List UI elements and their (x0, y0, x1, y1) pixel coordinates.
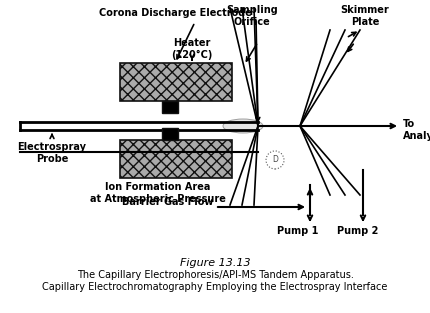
Text: Electrospray
Probe: Electrospray Probe (18, 142, 86, 164)
Bar (120, 63, 231, 101)
Text: Barrier Gas Flow: Barrier Gas Flow (122, 197, 213, 207)
Text: D: D (271, 156, 277, 165)
Bar (162, 128, 178, 140)
Text: Capillary Electrochromatography Employing the Electrospray Interface: Capillary Electrochromatography Employin… (42, 282, 387, 292)
Text: The Capillary Electrophoresis/API-MS Tandem Apparatus.: The Capillary Electrophoresis/API-MS Tan… (77, 270, 353, 280)
Text: Pump 1: Pump 1 (276, 226, 318, 236)
Bar (120, 140, 231, 178)
Text: Ion Formation Area
at Atmospheric Pressure: Ion Formation Area at Atmospheric Pressu… (90, 182, 225, 203)
Text: Corona Discharge Electrode: Corona Discharge Electrode (98, 8, 251, 18)
Text: Pump 2: Pump 2 (337, 226, 378, 236)
Ellipse shape (222, 119, 262, 133)
Text: To
Analyzer: To Analyzer (402, 119, 430, 141)
Bar (162, 101, 178, 113)
Text: Figure 13.13: Figure 13.13 (179, 258, 250, 268)
Text: Sampling
Orifice: Sampling Orifice (226, 5, 277, 27)
Text: Skimmer
Plate: Skimmer Plate (340, 5, 388, 27)
Text: Heater
(120°C): Heater (120°C) (171, 38, 212, 60)
